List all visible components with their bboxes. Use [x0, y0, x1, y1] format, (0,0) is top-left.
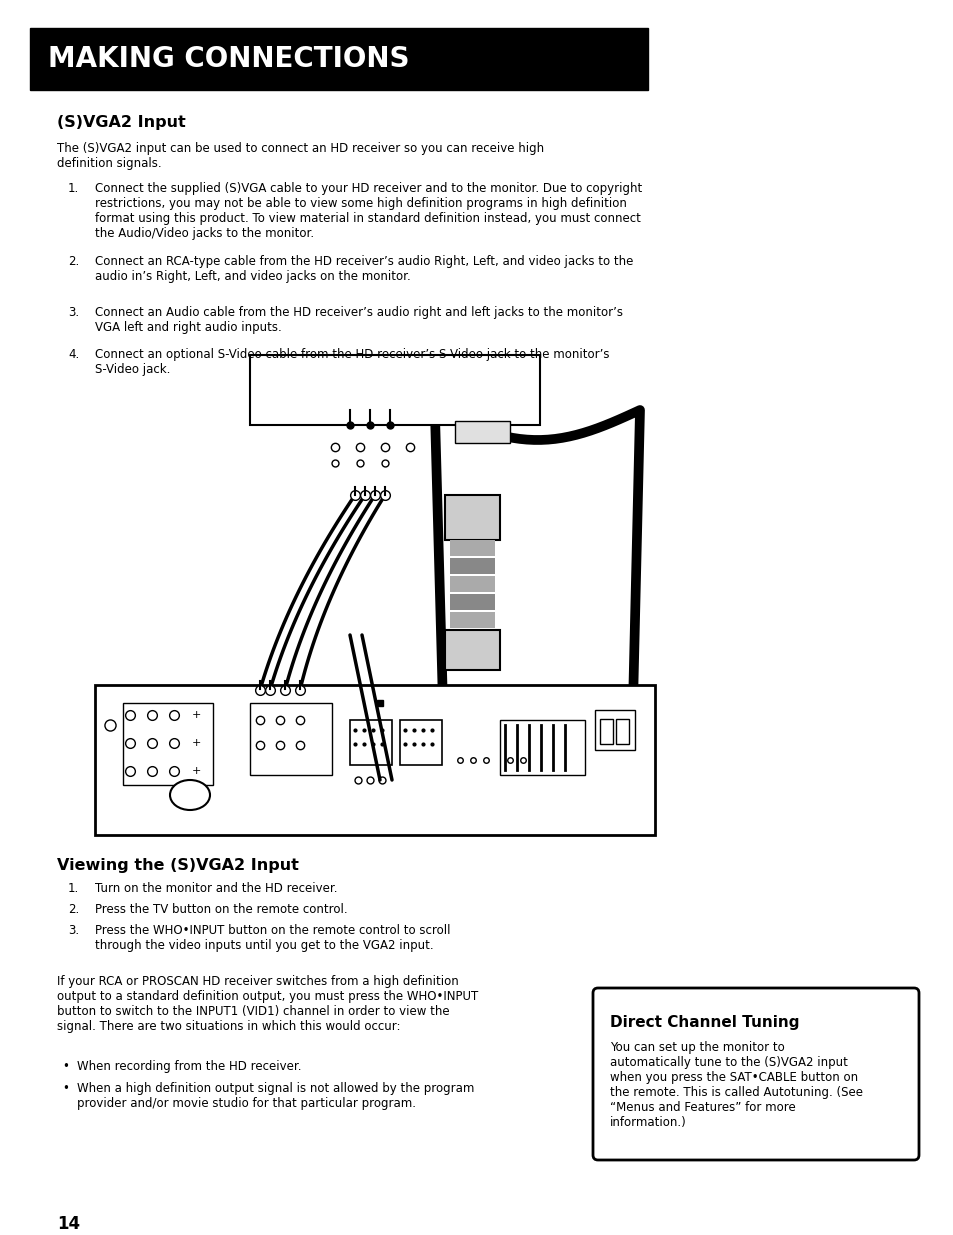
Text: 2.: 2. [68, 254, 79, 268]
Bar [450, 613, 495, 629]
Text: Press the TV button on the remote control.: Press the TV button on the remote contro… [95, 903, 347, 916]
Text: 3.: 3. [68, 924, 79, 937]
Text: •: • [62, 1082, 69, 1095]
Text: Connect an Audio cable from the HD receiver’s audio right and left jacks to the : Connect an Audio cable from the HD recei… [95, 306, 622, 333]
Text: When recording from the HD receiver.: When recording from the HD receiver. [77, 1060, 301, 1073]
Text: The (S)VGA2 input can be used to connect an HD receiver so you can receive high
: The (S)VGA2 input can be used to connect… [57, 142, 543, 170]
Text: (S)VGA2 Input: (S)VGA2 Input [57, 115, 186, 130]
Bar [499, 720, 584, 776]
Text: Viewing the (S)VGA2 Input: Viewing the (S)VGA2 Input [57, 858, 298, 873]
Text: Connect the supplied (S)VGA cable to your HD receiver and to the monitor. Due to: Connect the supplied (S)VGA cable to you… [95, 182, 641, 240]
Text: When a high definition output signal is not allowed by the program
provider and/: When a high definition output signal is … [77, 1082, 474, 1110]
Text: If your RCA or PROSCAN HD receiver switches from a high definition
output to a s: If your RCA or PROSCAN HD receiver switc… [57, 974, 477, 1032]
Bar [455, 421, 510, 443]
Bar [616, 719, 628, 743]
Bar [599, 719, 613, 743]
Text: Turn on the monitor and the HD receiver.: Turn on the monitor and the HD receiver. [95, 882, 337, 895]
Bar [450, 540, 495, 556]
Bar [444, 495, 499, 540]
Ellipse shape [170, 781, 210, 810]
Text: Press the WHO•INPUT button on the remote control to scroll
through the video inp: Press the WHO•INPUT button on the remote… [95, 924, 450, 952]
Bar [444, 630, 499, 671]
FancyBboxPatch shape [593, 988, 918, 1160]
Text: 1.: 1. [68, 882, 79, 895]
Text: 2.: 2. [68, 903, 79, 916]
Text: Direct Channel Tuning: Direct Channel Tuning [609, 1015, 799, 1030]
Bar [95, 685, 655, 835]
Text: +: + [192, 710, 200, 720]
Text: 3.: 3. [68, 306, 79, 319]
Bar [250, 703, 332, 776]
Text: MAKING CONNECTIONS: MAKING CONNECTIONS [48, 44, 409, 73]
Bar [450, 576, 495, 592]
Text: 1.: 1. [68, 182, 79, 195]
Bar [350, 720, 392, 764]
Bar [450, 558, 495, 574]
Bar [399, 720, 441, 764]
Bar [250, 354, 539, 425]
Text: 14: 14 [57, 1215, 80, 1233]
Text: +: + [192, 739, 200, 748]
Text: •: • [62, 1060, 69, 1073]
Bar [123, 703, 213, 785]
Text: Connect an optional S-Video cable from the HD receiver’s S-Video jack to the mon: Connect an optional S-Video cable from t… [95, 348, 609, 375]
Bar [450, 594, 495, 610]
Text: Connect an RCA-type cable from the HD receiver’s audio Right, Left, and video ja: Connect an RCA-type cable from the HD re… [95, 254, 633, 283]
Text: +: + [192, 766, 200, 776]
Text: 4.: 4. [68, 348, 79, 361]
Text: You can set up the monitor to
automatically tune to the (S)VGA2 input
when you p: You can set up the monitor to automatica… [609, 1041, 862, 1129]
Bar [595, 710, 635, 750]
Bar [30, 28, 647, 90]
